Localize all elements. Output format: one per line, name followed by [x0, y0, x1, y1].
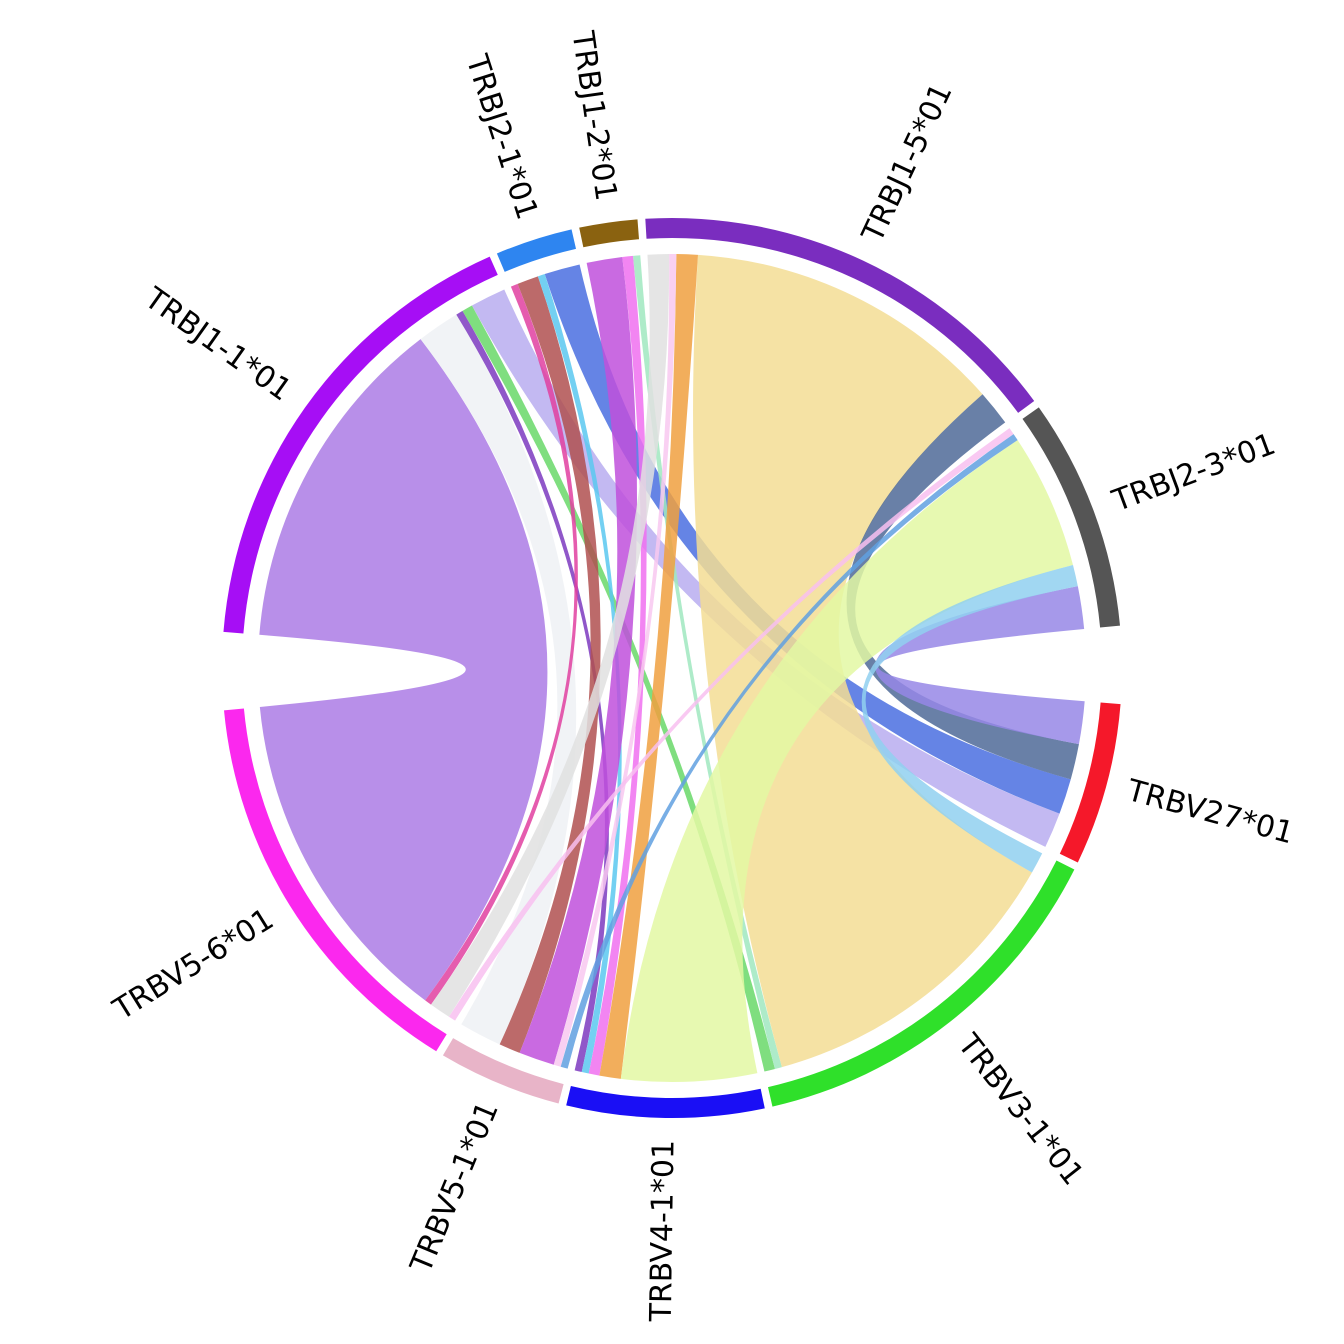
node-arc [566, 1085, 765, 1118]
chords [259, 253, 1085, 1083]
chord [693, 254, 1032, 1068]
chord [420, 314, 577, 1045]
node-arc [645, 217, 1035, 413]
node-label: TRBV5-1*01 [403, 1097, 505, 1279]
node-arc [1022, 407, 1120, 628]
node-label: TRBJ1-2*01 [564, 28, 623, 203]
chord [259, 339, 548, 1001]
chord [875, 586, 1085, 745]
node-label: TRBJ2-1*01 [458, 50, 544, 224]
node-arc [768, 860, 1075, 1107]
node-label: TRBV3-1*01 [950, 1027, 1090, 1192]
node-arc [1059, 702, 1121, 863]
chord [471, 289, 1060, 847]
chord [620, 440, 1073, 1083]
node-label: TRBV5-6*01 [107, 902, 280, 1028]
node-arc [496, 229, 576, 272]
chord [499, 276, 601, 1053]
node-arc [442, 1038, 564, 1104]
node-arc [579, 219, 640, 248]
node-label: TRBJ2-3*01 [1107, 427, 1280, 520]
node-label: TRBJ1-1*01 [137, 280, 297, 408]
chord [519, 257, 637, 1065]
node-label: TRBV4-1*01 [644, 1140, 682, 1323]
chord [456, 310, 609, 1073]
node-label: TRBV27*01 [1122, 773, 1297, 852]
chord [599, 254, 698, 1079]
node-arc [224, 708, 447, 1052]
chord [846, 394, 1079, 780]
node-label: TRBJ1-5*01 [855, 78, 960, 248]
